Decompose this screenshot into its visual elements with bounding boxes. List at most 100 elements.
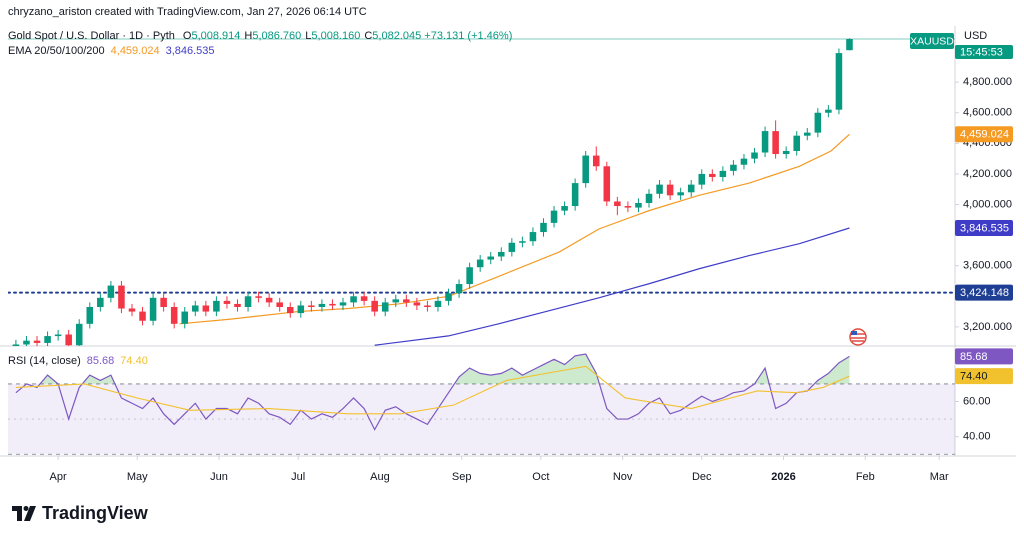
y-tick-label: 4,600.000 [963,107,1012,119]
candle-body [44,336,51,343]
candle-body [97,297,104,307]
candle-body [614,201,621,207]
candle-body [350,296,357,303]
rsi-line [15,353,850,431]
rsi-name: RSI (14, close) [8,355,81,367]
countdown: 15:45:53 [960,46,1003,58]
ohlc-label: H [244,30,252,42]
candle-body [804,132,811,136]
ema-value: 4,459.024 [111,45,160,57]
candle-body [571,183,579,207]
y-tick-label: 4,000.000 [963,198,1012,210]
level-badge-bg [955,284,1013,301]
candle-body [814,112,822,133]
candle-body [149,297,157,321]
x-tick-label: Aug [370,471,390,483]
candle-body [645,193,653,203]
candle-body [761,131,769,153]
ema-value: 3,846.535 [166,45,215,57]
ohlc-value: 5,086.760 [252,30,301,42]
candle-body [434,300,442,307]
price-pane [8,38,955,346]
ohlc-value: 5,008.160 [311,30,360,42]
currency[interactable]: USD [964,30,987,42]
candle-body [782,150,790,155]
y-tick-label: 40.00 [963,431,991,443]
candle-body [498,251,505,257]
candle-body [223,300,231,304]
ohlc-label: L [305,30,311,42]
candle-body [561,206,568,211]
candle-body [23,340,30,345]
rsi-value: 85.68 [87,355,115,367]
candle-body [202,305,210,312]
candle-body [656,184,663,194]
candle-body [519,241,526,243]
rsi-ma-badge-bg [955,368,1013,385]
candle-body [181,311,189,324]
y-tick-label: 4,200.000 [963,168,1012,180]
ema-badge-bg [955,126,1013,143]
candle-body [740,158,748,165]
axes [0,26,1016,457]
candle-body [603,166,611,202]
candle-body [413,302,421,306]
candle-body [624,206,632,208]
candle-body [234,303,241,307]
price-legend: Gold Spot / U.S. Dollar · 1D · Pyth O5,00… [8,30,512,42]
ema-line [374,227,850,346]
candle-body [666,184,674,196]
candle-body [698,173,706,185]
candle-body [213,300,220,312]
candle-body [455,284,463,294]
candle-body [846,39,853,51]
candle-body [286,306,294,314]
overbought-fill [15,354,850,384]
brand-logo: TradingView [12,503,149,523]
candle-body [297,305,305,314]
candle-body [677,192,684,196]
symbol-badge[interactable] [910,33,954,49]
byline: chryzano_ariston created with TradingVie… [8,6,367,18]
candle-body [835,53,843,110]
ema-badge: 4,459.024 [960,129,1009,141]
candle-body [381,302,389,312]
candle-body [540,222,547,233]
ohlc-label: O [183,30,192,42]
candle-body [476,259,484,268]
candle-body [730,164,737,171]
ema-name: EMA 20/50/100/200 [8,45,105,57]
ohlc-label: C [364,30,372,42]
candle-body [276,302,283,307]
candle-body [308,305,315,307]
candle-body [65,334,72,346]
symbol-badge-text[interactable]: XAUUSD [910,35,954,47]
candle-body [107,285,115,298]
ema-line [179,133,850,325]
level-badge: 3,424.148 [960,287,1009,299]
rsi-badge: 85.68 [960,351,988,363]
candle-body [772,131,779,155]
x-tick-label: May [127,471,148,483]
ohlc-values: O5,008.914 H5,086.760 L5,008.160 C5,082.045 [183,30,421,42]
candle-body [318,303,326,307]
x-tick-label: Apr [50,471,67,483]
candle-body [371,300,378,312]
x-tick-label: 2026 [771,471,795,483]
x-tick-label: Mar [930,471,949,483]
candle-body [635,202,642,208]
candle-body [170,306,178,324]
ohlc-value: 5,008.914 [191,30,240,42]
candle-body [118,285,125,309]
candle-body [825,109,832,113]
last-price-badge [955,45,1013,60]
candle-body [709,173,716,177]
candle-body [265,297,273,303]
candle-body [424,305,431,307]
y-tick-label: 3,600.000 [963,260,1012,272]
candle-body [339,302,347,306]
candle-body [529,232,537,242]
labels: 3,200.0003,600.0004,000.0004,200.0004,40… [50,45,1013,483]
x-tick-label: Sep [452,471,472,483]
